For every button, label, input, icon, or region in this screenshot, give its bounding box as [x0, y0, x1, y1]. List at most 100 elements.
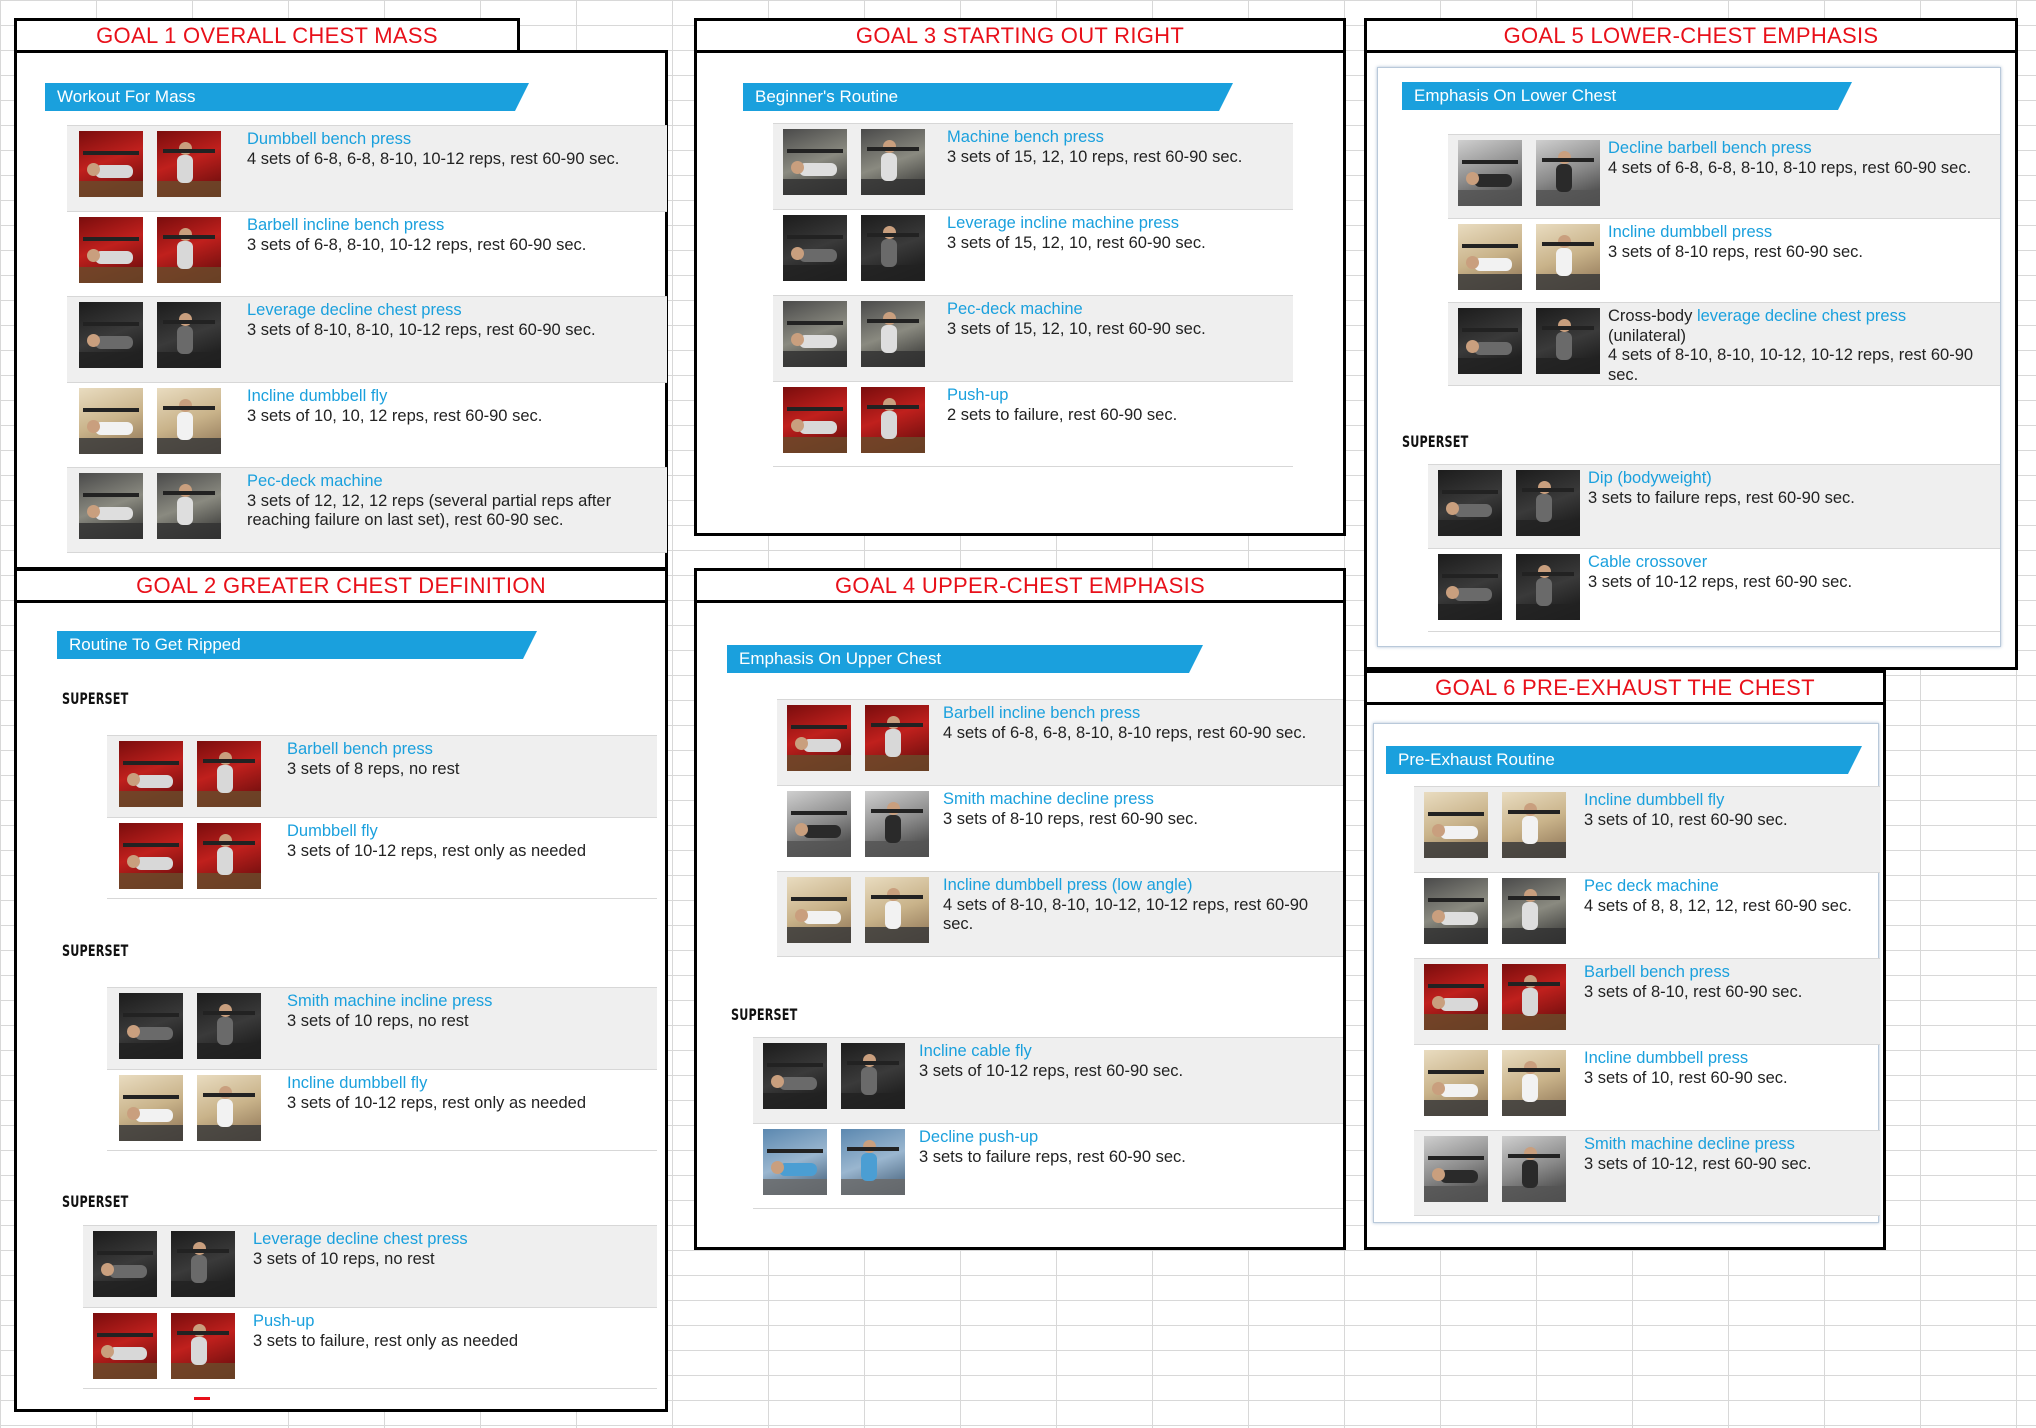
exercise-link[interactable]: Barbell incline bench press [247, 216, 445, 234]
exercise-row: Decline barbell bench press 4 sets of 6-8… [1448, 134, 2000, 218]
exercise-photo [865, 877, 929, 943]
exercise-detail: 3 sets to failure reps, rest 60-90 sec. [1588, 488, 1855, 507]
exercise-photo [93, 1313, 157, 1379]
exercise-photo [861, 129, 925, 195]
exercise-info: Pec deck machine 4 sets of 8, 8, 12, 12, … [1584, 877, 1866, 916]
exercise-link[interactable]: Pec deck machine [1584, 877, 1719, 895]
exercise-row: Leverage incline machine press 3 sets of … [773, 209, 1293, 295]
exercise-info: Smith machine decline press 3 sets of 10-… [1584, 1135, 1866, 1174]
exercise-photo [1516, 554, 1580, 620]
exercise-info: Barbell bench press 3 sets of 8 reps, no … [287, 740, 643, 779]
exercise-photo [1536, 140, 1600, 206]
exercise-link[interactable]: Barbell bench press [1584, 963, 1730, 981]
goal5-routine-card: Emphasis On Lower Chest Decline barbell b… [1377, 67, 2001, 647]
exercise-link[interactable]: Leverage decline chest press [253, 1230, 468, 1248]
exercise-photo [93, 1231, 157, 1297]
exercise-link[interactable]: Decline barbell bench press [1608, 139, 1812, 157]
exercise-photo [841, 1043, 905, 1109]
exercise-photo [157, 217, 221, 283]
exercise-link[interactable]: Pec-deck machine [947, 300, 1083, 318]
exercise-photo [1458, 224, 1522, 290]
routine-banner: Pre-Exhaust Routine [1386, 746, 1862, 774]
exercise-link[interactable]: Incline dumbbell fly [287, 1074, 428, 1092]
exercise-photo [1516, 470, 1580, 536]
exercise-row: Incline dumbbell fly 3 sets of 10, rest 6… [1414, 786, 1880, 872]
exercise-link[interactable]: Incline dumbbell press [1608, 223, 1773, 241]
exercise-link[interactable]: Leverage incline machine press [947, 214, 1180, 232]
exercise-link[interactable]: Push-up [253, 1312, 315, 1330]
exercise-photo [1424, 792, 1488, 858]
exercise-info: Incline dumbbell fly 3 sets of 10, 10, 12… [247, 387, 653, 426]
exercise-row: Incline dumbbell press 3 sets of 10, rest… [1414, 1044, 1880, 1130]
exercise-link[interactable]: Dumbbell bench press [247, 130, 412, 148]
exercise-photo [79, 473, 143, 539]
exercise-photo [865, 705, 929, 771]
exercise-info: Cable crossover 3 sets of 10-12 reps, res… [1588, 553, 1986, 592]
exercise-detail: 4 sets of 6-8, 6-8, 8-10, 10-12 reps, re… [247, 149, 620, 168]
goal1-panel: Workout For Mass Dumbbell bench press 4 se… [14, 50, 668, 570]
exercise-detail: 3 sets of 10 reps, no rest [253, 1249, 435, 1268]
goal4-panel: Emphasis On Upper Chest Barbell incline b… [694, 600, 1346, 1250]
exercise-row: Smith machine incline press 3 sets of 10 … [107, 987, 657, 1069]
goal4-routine-card: Emphasis On Upper Chest Barbell incline b… [697, 603, 1343, 1247]
exercise-row: Barbell bench press 3 sets of 8 reps, no … [107, 735, 657, 817]
exercise-photo [787, 791, 851, 857]
exercise-info: Dip (bodyweight) 3 sets to failure reps, … [1588, 469, 1986, 508]
exercise-link[interactable]: Barbell incline bench press [943, 704, 1141, 722]
exercise-row: Barbell bench press 3 sets of 8-10, rest … [1414, 958, 1880, 1044]
exercise-row: Cable crossover 3 sets of 10-12 reps, res… [1428, 548, 2000, 632]
exercise-link[interactable]: Smith machine decline press [1584, 1135, 1795, 1153]
exercise-info: Machine bench press 3 sets of 15, 12, 10 … [947, 128, 1279, 167]
exercise-info: Decline barbell bench press 4 sets of 6-8… [1608, 139, 1986, 178]
exercise-detail: 3 sets of 8-10 reps, rest 60-90 sec. [943, 809, 1198, 828]
exercise-link[interactable]: Machine bench press [947, 128, 1104, 146]
exercise-link[interactable]: Dip (bodyweight) [1588, 469, 1712, 487]
exercise-row: Push-up 3 sets to failure, rest only as n… [83, 1307, 657, 1389]
exercise-row: Incline cable fly 3 sets of 10-12 reps, r… [753, 1037, 1343, 1123]
exercise-detail: 4 sets of 6-8, 6-8, 8-10, 8-10 reps, res… [1608, 158, 1972, 177]
exercise-row: Pec-deck machine 3 sets of 12, 12, 12 rep… [67, 467, 667, 553]
exercise-link[interactable]: Pec-deck machine [247, 472, 383, 490]
exercise-link[interactable]: Smith machine decline press [943, 790, 1154, 808]
exercise-photo [119, 823, 183, 889]
exercise-link[interactable]: Incline dumbbell press [1584, 1049, 1749, 1067]
exercise-photo [79, 302, 143, 368]
exercise-row: Dip (bodyweight) 3 sets to failure reps, … [1428, 464, 2000, 548]
exercise-info: Push-up 3 sets to failure, rest only as n… [253, 1312, 643, 1351]
exercise-photo [841, 1129, 905, 1195]
exercise-link[interactable]: leverage decline chest press [1696, 307, 1907, 325]
superset-label: SUPERSET [62, 1192, 129, 1211]
exercise-photo [119, 1075, 183, 1141]
exercise-link[interactable]: Push-up [947, 386, 1009, 404]
exercise-link[interactable]: Decline push-up [919, 1128, 1039, 1146]
exercise-info: Dumbbell fly 3 sets of 10-12 reps, rest o… [287, 822, 643, 861]
exercise-link[interactable]: Incline dumbbell press (low angle) [943, 876, 1193, 894]
exercise-link[interactable]: Incline dumbbell fly [247, 387, 388, 405]
goal3-panel: Beginner's Routine Machine bench press 3 s… [694, 50, 1346, 536]
exercise-link[interactable]: Dumbbell fly [287, 822, 378, 840]
exercise-info: Incline cable fly 3 sets of 10-12 reps, r… [919, 1042, 1329, 1081]
exercise-photo [157, 131, 221, 197]
exercise-info: Barbell bench press 3 sets of 8-10, rest … [1584, 963, 1866, 1002]
exercise-photo [1502, 1136, 1566, 1202]
exercise-row: Incline dumbbell press 3 sets of 8-10 rep… [1448, 218, 2000, 302]
exercise-detail: 3 sets of 6-8, 8-10, 10-12 reps, rest 60… [247, 235, 587, 254]
exercise-photo [1458, 308, 1522, 374]
exercise-detail: 3 sets to failure, rest only as needed [253, 1331, 519, 1350]
exercise-photo [783, 387, 847, 453]
exercise-detail: 3 sets of 10-12 reps, rest 60-90 sec. [919, 1061, 1184, 1080]
exercise-link[interactable]: Leverage decline chest press [247, 301, 462, 319]
exercise-link[interactable]: Smith machine incline press [287, 992, 493, 1010]
exercise-photo [1502, 792, 1566, 858]
exercise-info: Pec-deck machine 3 sets of 12, 12, 12 rep… [247, 472, 653, 531]
exercise-photo [79, 388, 143, 454]
goal3-routine-card: Beginner's Routine Machine bench press 3 s… [697, 53, 1343, 533]
exercise-row: Dumbbell fly 3 sets of 10-12 reps, rest o… [107, 817, 657, 899]
superset-label: SUPERSET [62, 941, 129, 960]
exercise-info: Leverage decline chest press 3 sets of 8-… [247, 301, 653, 340]
exercise-link[interactable]: Cable crossover [1588, 553, 1708, 571]
exercise-link[interactable]: Incline dumbbell fly [1584, 791, 1725, 809]
superset-label: SUPERSET [62, 689, 129, 708]
exercise-link[interactable]: Incline cable fly [919, 1042, 1032, 1060]
exercise-link[interactable]: Barbell bench press [287, 740, 433, 758]
